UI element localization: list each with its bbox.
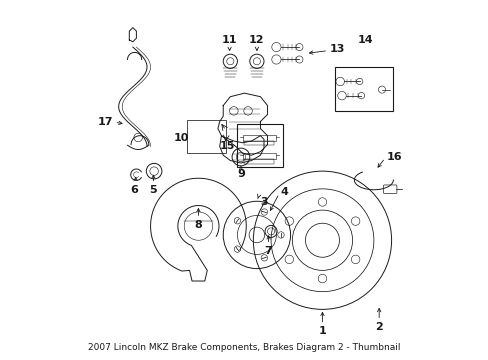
Text: 3: 3 xyxy=(260,197,267,207)
Text: 16: 16 xyxy=(386,152,401,162)
Bar xyxy=(242,135,276,141)
Bar xyxy=(237,124,283,167)
Text: 8: 8 xyxy=(194,220,202,230)
Text: 1: 1 xyxy=(318,326,325,336)
Text: 12: 12 xyxy=(249,35,264,45)
Text: 13: 13 xyxy=(329,44,344,54)
Bar xyxy=(244,141,273,145)
Text: 6: 6 xyxy=(130,185,138,195)
Text: 2007 Lincoln MKZ Brake Components, Brakes Diagram 2 - Thumbnail: 2007 Lincoln MKZ Brake Components, Brake… xyxy=(88,343,400,352)
Text: 7: 7 xyxy=(264,246,272,256)
Text: 14: 14 xyxy=(356,35,372,45)
Text: 9: 9 xyxy=(237,168,244,179)
Bar xyxy=(244,159,273,164)
Text: 10: 10 xyxy=(173,133,189,143)
Text: 5: 5 xyxy=(149,185,157,195)
Text: 15: 15 xyxy=(220,141,235,150)
Text: 11: 11 xyxy=(222,35,237,45)
Bar xyxy=(334,67,392,111)
Text: 2: 2 xyxy=(375,322,382,332)
Bar xyxy=(242,153,276,159)
Bar xyxy=(187,120,225,153)
Text: 4: 4 xyxy=(280,188,287,197)
Text: 17: 17 xyxy=(98,117,113,126)
